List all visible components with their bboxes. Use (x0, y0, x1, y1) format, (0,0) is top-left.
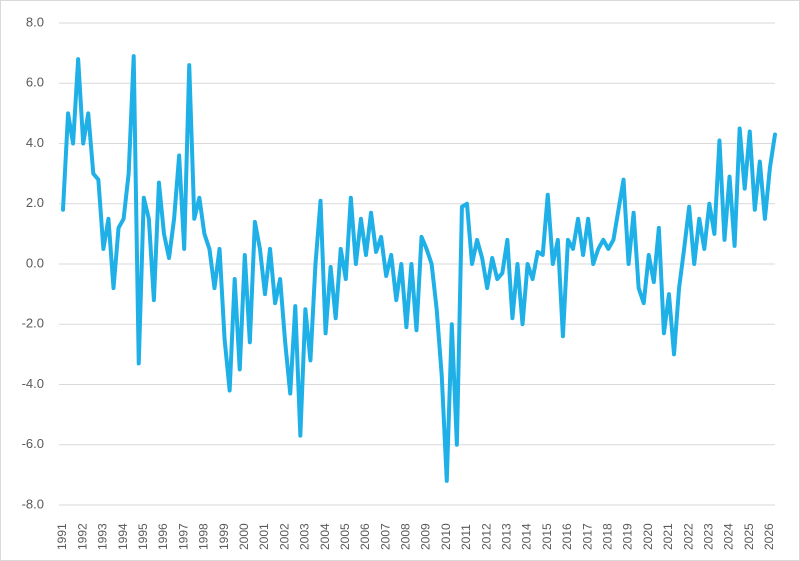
x-tick-label: 1992 (75, 523, 89, 550)
y-tick-label: 6.0 (26, 75, 44, 90)
x-tick-label: 1994 (116, 523, 130, 550)
x-tick-label: 1996 (156, 523, 170, 550)
x-tick-label: 2004 (318, 523, 332, 550)
x-tick-label: 2021 (661, 523, 675, 550)
y-tick-label: -8.0 (22, 496, 44, 511)
x-tick-label: 2012 (479, 523, 493, 550)
y-tick-label: 8.0 (26, 14, 44, 29)
x-tick-label: 1995 (136, 523, 150, 550)
y-tick-label: 4.0 (26, 135, 44, 150)
x-tick-label: 2003 (298, 523, 312, 550)
x-tick-label: 1997 (176, 523, 190, 550)
x-tick-label: 2022 (681, 523, 695, 550)
x-tick-label: 2007 (378, 523, 392, 550)
x-tick-label: 2024 (722, 523, 736, 550)
x-tick-label: 2017 (580, 523, 594, 550)
x-tick-label: 2005 (338, 523, 352, 550)
x-tick-label: 2002 (277, 523, 291, 550)
y-tick-label: -2.0 (22, 316, 44, 331)
y-tick-label: -4.0 (22, 376, 44, 391)
x-tick-label: 1993 (96, 523, 110, 550)
x-tick-label: 1991 (55, 523, 69, 550)
x-tick-label: 2006 (358, 523, 372, 550)
x-tick-label: 2010 (439, 523, 453, 550)
x-tick-label: 2020 (641, 523, 655, 550)
data-line (61, 54, 777, 483)
x-tick-label: 2001 (257, 523, 271, 550)
x-tick-label: 2026 (762, 523, 776, 550)
x-tick-label: 2016 (560, 523, 574, 550)
x-tick-label: 2019 (621, 523, 635, 550)
x-tick-label: 2000 (237, 523, 251, 550)
y-tick-label: 0.0 (26, 255, 44, 270)
y-tick-label: 2.0 (26, 195, 44, 210)
x-tick-label: 2015 (540, 523, 554, 550)
x-tick-label: 2023 (702, 523, 716, 550)
x-tick-label: 2018 (601, 523, 615, 550)
x-tick-label: 2013 (500, 523, 514, 550)
x-tick-label: 1999 (217, 523, 231, 550)
x-tick-label: 2025 (742, 523, 756, 550)
x-tick-label: 1998 (197, 523, 211, 550)
x-tick-label: 2014 (520, 523, 534, 550)
x-tick-label: 2008 (399, 523, 413, 550)
x-tick-label: 2009 (419, 523, 433, 550)
y-tick-label: -6.0 (22, 436, 44, 451)
x-tick-label: 2011 (459, 524, 473, 550)
